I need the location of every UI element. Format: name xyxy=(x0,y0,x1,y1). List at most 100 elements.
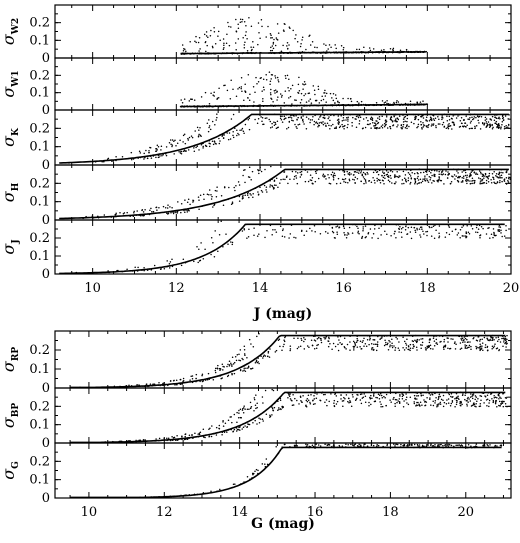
data-point xyxy=(438,205,440,207)
data-point xyxy=(431,185,433,187)
data-point xyxy=(433,169,436,172)
y-axis-label-subscript: W1 xyxy=(11,70,21,87)
data-point xyxy=(379,130,381,132)
data-point xyxy=(342,116,345,119)
data-point xyxy=(492,99,494,101)
data-point xyxy=(383,68,385,70)
data-point xyxy=(490,82,492,84)
data-point xyxy=(452,298,454,300)
data-point xyxy=(428,119,431,122)
data-point xyxy=(270,157,272,159)
data-point xyxy=(507,118,509,120)
data-point xyxy=(205,50,207,53)
data-point xyxy=(226,33,228,36)
data-point xyxy=(413,345,415,347)
data-point xyxy=(307,180,310,183)
data-point xyxy=(247,366,250,368)
data-point xyxy=(492,192,494,194)
data-point xyxy=(385,121,387,124)
data-point xyxy=(337,336,339,338)
data-point xyxy=(363,209,365,211)
data-point xyxy=(497,304,499,306)
data-point xyxy=(481,79,483,81)
data-point xyxy=(476,300,478,302)
data-point xyxy=(340,45,343,47)
data-point xyxy=(388,176,390,178)
data-point xyxy=(458,187,460,189)
data-point xyxy=(360,348,363,350)
data-point xyxy=(417,141,419,143)
data-point xyxy=(283,301,285,303)
data-point xyxy=(500,126,502,128)
data-point xyxy=(493,170,495,173)
data-point xyxy=(301,39,303,41)
data-point xyxy=(492,228,495,230)
data-point xyxy=(275,177,278,180)
data-point xyxy=(283,171,286,173)
data-point xyxy=(329,183,332,185)
data-point xyxy=(195,377,197,380)
data-point xyxy=(286,42,289,44)
data-point xyxy=(491,348,493,350)
data-point xyxy=(476,346,478,349)
data-point xyxy=(409,130,411,132)
data-point xyxy=(363,96,365,98)
data-point xyxy=(428,155,430,157)
data-point xyxy=(497,336,500,339)
data-point xyxy=(497,117,500,120)
data-point xyxy=(484,174,487,176)
data-point xyxy=(465,309,467,311)
data-point xyxy=(371,72,373,74)
data-point xyxy=(239,129,241,131)
data-point xyxy=(451,87,453,89)
data-point xyxy=(490,300,492,302)
data-point xyxy=(470,127,472,130)
data-point xyxy=(357,339,359,342)
data-point xyxy=(426,234,428,237)
data-point xyxy=(462,135,464,137)
x-tick-label: 14 xyxy=(252,281,269,296)
data-point xyxy=(313,154,315,156)
data-point xyxy=(280,50,283,53)
data-point xyxy=(486,95,488,97)
data-point xyxy=(416,338,419,341)
data-point xyxy=(450,98,452,100)
data-point xyxy=(269,32,272,35)
data-point xyxy=(390,234,392,237)
data-point xyxy=(339,341,341,344)
data-point xyxy=(296,147,298,149)
data-point xyxy=(479,128,482,130)
data-point xyxy=(389,203,391,205)
data-point xyxy=(418,339,420,341)
data-point xyxy=(313,224,316,227)
data-point xyxy=(453,342,456,344)
data-point xyxy=(393,317,395,319)
data-point xyxy=(398,155,400,157)
data-point xyxy=(337,101,339,103)
data-point xyxy=(377,183,379,185)
data-point xyxy=(278,92,280,94)
data-point xyxy=(484,172,487,175)
data-point xyxy=(448,348,451,350)
data-point xyxy=(185,150,187,152)
data-point xyxy=(262,123,264,126)
data-point xyxy=(431,140,433,142)
data-point xyxy=(247,118,250,121)
data-point xyxy=(372,122,374,124)
data-point xyxy=(415,148,417,150)
data-point xyxy=(406,120,408,123)
data-point xyxy=(506,133,508,135)
data-point xyxy=(210,29,212,32)
data-point xyxy=(467,82,469,84)
data-point xyxy=(463,319,465,321)
data-point xyxy=(342,86,344,88)
data-point xyxy=(174,139,176,142)
data-point xyxy=(363,153,365,155)
data-point xyxy=(392,68,394,70)
data-point xyxy=(324,148,326,150)
data-point xyxy=(350,299,352,301)
data-point xyxy=(400,127,402,129)
data-point xyxy=(493,129,495,131)
data-point xyxy=(322,319,324,321)
data-point xyxy=(233,186,235,189)
